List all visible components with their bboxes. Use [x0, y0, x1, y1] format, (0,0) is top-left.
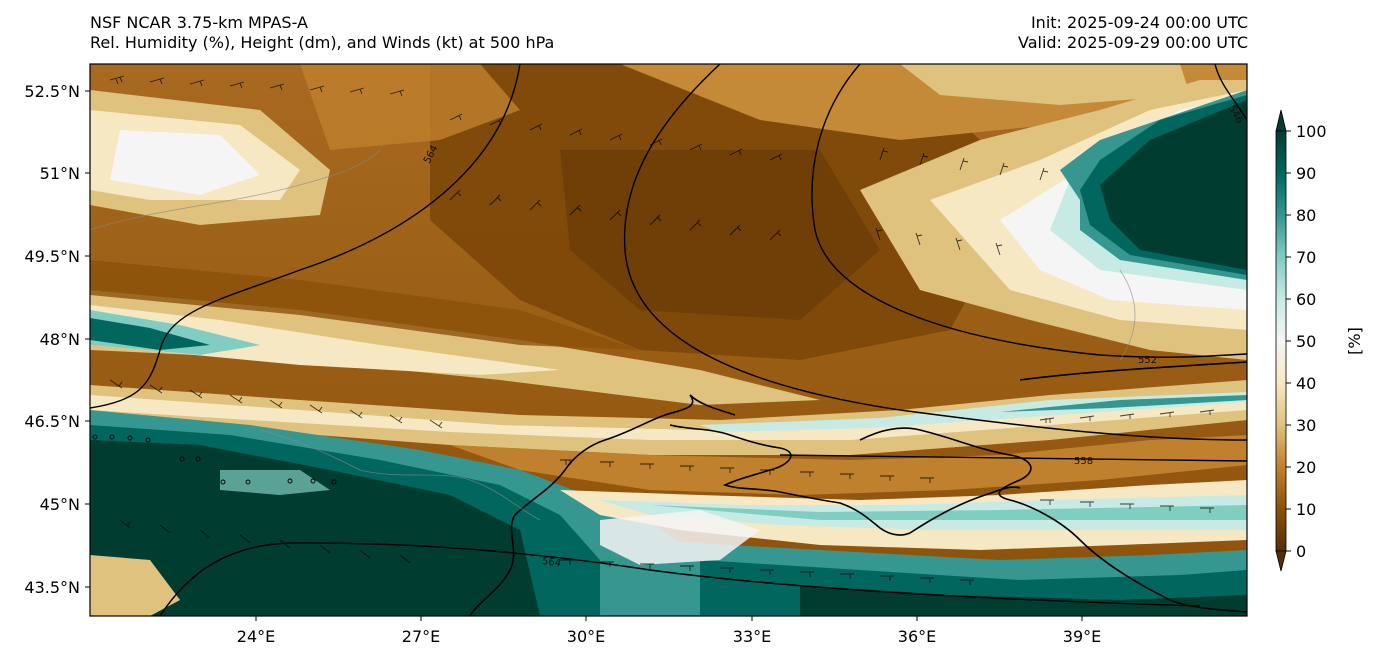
contour-label-2: 552 — [1138, 355, 1157, 366]
contour-label-4: 564 — [541, 556, 561, 570]
lon-tick-label: 27°E — [402, 627, 440, 646]
lat-tick-label: 48°N — [40, 330, 80, 349]
lon-tick-label: 30°E — [567, 627, 605, 646]
colorbar-tick: 90 — [1296, 164, 1316, 183]
lat-tick-label: 46.5°N — [24, 412, 80, 431]
colorbar-tick: 50 — [1296, 332, 1316, 351]
colorbar-tick: 100 — [1296, 122, 1327, 141]
product-description: Rel. Humidity (%), Height (dm), and Wind… — [90, 33, 555, 52]
colorbar-tick: 10 — [1296, 500, 1316, 519]
lon-tick-label: 39°E — [1063, 627, 1101, 646]
humidity-field — [90, 64, 1247, 616]
lon-tick-label: 33°E — [733, 627, 771, 646]
lat-tick-label: 43.5°N — [24, 578, 80, 597]
wind-barbs — [109, 75, 1215, 585]
colorbar-tick: 60 — [1296, 290, 1316, 309]
map-title-right: Init: 2025-09-24 00:00 UTC Valid: 2025-0… — [1018, 13, 1248, 53]
lon-tick-label: 24°E — [237, 627, 275, 646]
init-time: Init: 2025-09-24 00:00 UTC — [1030, 13, 1248, 32]
colorbar-label: [%] — [1345, 327, 1364, 355]
lat-tick-label: 51°N — [40, 164, 80, 183]
map-title-left: NSF NCAR 3.75-km MPAS-A Rel. Humidity (%… — [90, 13, 554, 53]
lat-tick-label: 49.5°N — [24, 247, 80, 266]
model-name: NSF NCAR 3.75-km MPAS-A — [90, 13, 308, 32]
colorbar-tick: 80 — [1296, 206, 1316, 225]
longitude-ticks: 24°E 27°E 30°E 33°E 36°E 39°E — [237, 627, 1101, 646]
lat-tick-label: 52.5°N — [24, 82, 80, 101]
colorbar-tick: 40 — [1296, 374, 1316, 393]
lat-tick-label: 45°N — [40, 495, 80, 514]
coastlines — [469, 361, 1247, 616]
colorbar-tick: 70 — [1296, 248, 1316, 267]
calm-circles — [92, 434, 337, 485]
contour-label-3: 558 — [1074, 456, 1093, 467]
latitude-ticks: 52.5°N 51°N 49.5°N 48°N 46.5°N 45°N 43.5… — [24, 82, 80, 597]
valid-time: Valid: 2025-09-29 00:00 UTC — [1017, 33, 1248, 52]
colorbar-tick: 20 — [1296, 458, 1316, 477]
lon-tick-label: 36°E — [898, 627, 936, 646]
height-contours — [90, 64, 1247, 616]
colorbar-tick: 30 — [1296, 416, 1316, 435]
colorbar: 100 90 80 70 60 50 40 30 20 10 0 [%] — [1275, 109, 1364, 572]
map-frame — [89, 63, 1248, 617]
colorbar-tick: 0 — [1296, 542, 1306, 561]
